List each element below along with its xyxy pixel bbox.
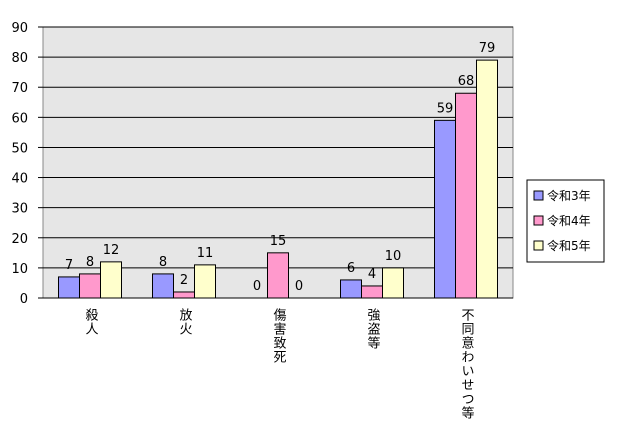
y-tick-label: 60 [11,111,28,126]
y-tick-label: 80 [11,51,28,66]
data-label: 12 [103,243,120,258]
data-label: 11 [197,246,214,261]
bar [267,252,289,299]
y-tick-label: 30 [11,202,28,217]
legend-label: 令和3年 [547,188,591,203]
y-tick-label: 90 [11,21,28,36]
data-label: 2 [180,273,188,288]
data-label: 0 [295,279,303,294]
bar [340,279,362,299]
legend-marker [533,190,544,201]
data-label: 8 [159,255,167,270]
x-tick-label: 不同意わいせつ等 [459,308,475,420]
bar [455,92,477,299]
x-tick-label: 放火 [177,308,193,336]
legend-marker [533,240,544,251]
bar [476,59,498,299]
data-label: 7 [65,258,73,273]
bar [79,273,101,299]
bar [361,285,383,299]
x-tick-label: 殺人 [83,308,99,336]
data-label: 79 [479,41,496,56]
data-label: 4 [368,267,376,282]
bar [58,276,80,299]
y-tick-label: 50 [11,141,28,156]
bar [152,273,174,299]
x-tick-label: 傷害致死 [271,308,287,364]
data-label: 0 [253,279,261,294]
legend-label: 令和5年 [547,238,591,253]
y-tick-label: 40 [11,172,28,187]
bar [100,261,122,299]
data-label: 10 [385,249,402,264]
legend-label: 令和4年 [547,213,591,228]
data-label: 8 [86,255,94,270]
bar [382,267,404,299]
y-tick-label: 0 [20,292,28,307]
y-tick-label: 10 [11,262,28,277]
y-tick-label: 70 [11,81,28,96]
data-label: 6 [347,261,355,276]
y-tick-label: 20 [11,232,28,247]
legend-marker [533,215,544,226]
bar [173,291,195,299]
bar [434,119,456,299]
data-label: 15 [270,234,287,249]
data-label: 59 [437,101,454,116]
x-tick-label: 強盗等 [365,308,381,350]
bar [194,264,216,299]
data-label: 68 [458,74,475,89]
